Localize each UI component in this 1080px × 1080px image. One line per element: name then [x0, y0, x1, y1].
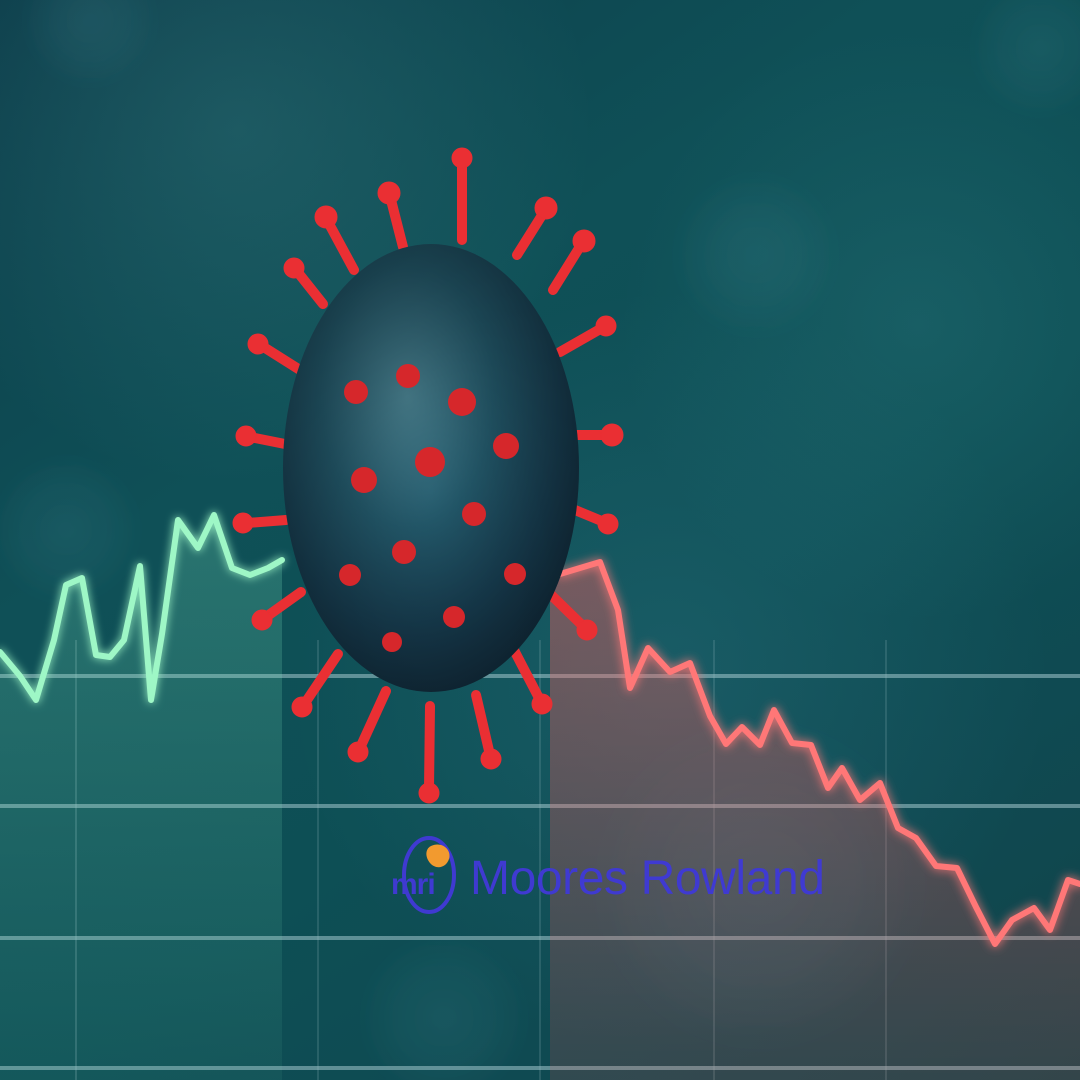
spike-top-left-2-head — [314, 205, 338, 229]
surface-spike-1 — [448, 388, 476, 416]
spike-top-right-1 — [512, 207, 549, 260]
spike-top-left-3-head — [283, 257, 305, 279]
brand-mark-ring — [402, 836, 456, 914]
surface-spike-8 — [392, 540, 416, 564]
background-virus-left — [0, 455, 141, 605]
surface-spike-12 — [382, 632, 402, 652]
spike-right-4 — [541, 585, 589, 632]
surface-spike-6 — [351, 467, 377, 493]
virus-icon — [232, 147, 624, 804]
background-virus-bottom-center — [359, 933, 529, 1080]
virus-body-shadow — [283, 244, 579, 692]
spike-left-2 — [242, 515, 291, 528]
spike-right-4-head — [576, 619, 598, 641]
virus-spikes — [232, 147, 624, 804]
spike-bottom-right-1 — [509, 645, 545, 705]
spike-left-1-head — [251, 609, 273, 631]
background-virus-top-left — [22, 0, 158, 88]
spike-bottom-head — [418, 782, 440, 804]
spike-top-left-1-head — [377, 181, 401, 205]
surface-spike-10 — [339, 564, 361, 586]
spike-right-1-head — [595, 315, 617, 337]
spike-left-1 — [261, 587, 306, 622]
spike-top-right-2-head — [572, 229, 596, 253]
spike-left-2-head — [232, 512, 254, 534]
brand-mark-accent — [426, 844, 450, 868]
spike-left-4 — [257, 341, 305, 375]
brand-mark-graphic — [402, 836, 456, 914]
spike-top-right-2 — [548, 240, 586, 295]
surface-spike-3 — [344, 380, 368, 404]
brand-mark-text: mri — [391, 868, 436, 901]
spike-bottom-left-1 — [355, 686, 391, 753]
surface-spike-5 — [415, 447, 445, 477]
spike-bottom-right-2-head — [480, 748, 502, 770]
spike-top-left-2 — [322, 215, 359, 275]
spike-top-left-1 — [385, 191, 408, 252]
spike-right-3-head — [597, 513, 619, 535]
spike-bottom — [424, 701, 435, 794]
background-virus-top-right — [970, 0, 1080, 118]
spike-left-4-head — [247, 333, 269, 355]
spike-top-left-3 — [291, 265, 328, 309]
brand-name: Moores Rowland — [470, 852, 825, 905]
spike-bottom-left-1-head — [347, 741, 369, 763]
spike-left-3 — [245, 432, 295, 450]
red-area-fill — [550, 562, 1080, 1080]
background-virus-right — [672, 171, 840, 339]
virus-body — [283, 244, 579, 692]
brand-logo-icon: mri — [388, 832, 462, 918]
spike-top-head — [451, 147, 473, 169]
virus-surface-spikes — [339, 364, 526, 652]
spike-bottom-left-2 — [300, 649, 343, 708]
spike-bottom-right-1-head — [531, 693, 553, 715]
spike-left-3-head — [235, 425, 257, 447]
spike-top-right-1-head — [534, 196, 558, 220]
surface-spike-4 — [493, 433, 519, 459]
spike-right-1 — [555, 323, 607, 357]
surface-spike-7 — [462, 502, 486, 526]
spike-right-2-head — [600, 423, 624, 447]
surface-spike-9 — [504, 563, 526, 585]
spike-bottom-left-2-head — [291, 696, 313, 718]
spike-right-3 — [558, 500, 609, 527]
surface-spike-11 — [443, 606, 465, 628]
surface-spike-2 — [396, 364, 420, 388]
green-trend-line — [0, 512, 285, 703]
spike-bottom-right-2 — [471, 690, 495, 760]
brand-logo: mri Moores Rowland — [388, 832, 825, 918]
green-area-fill — [0, 515, 282, 1080]
